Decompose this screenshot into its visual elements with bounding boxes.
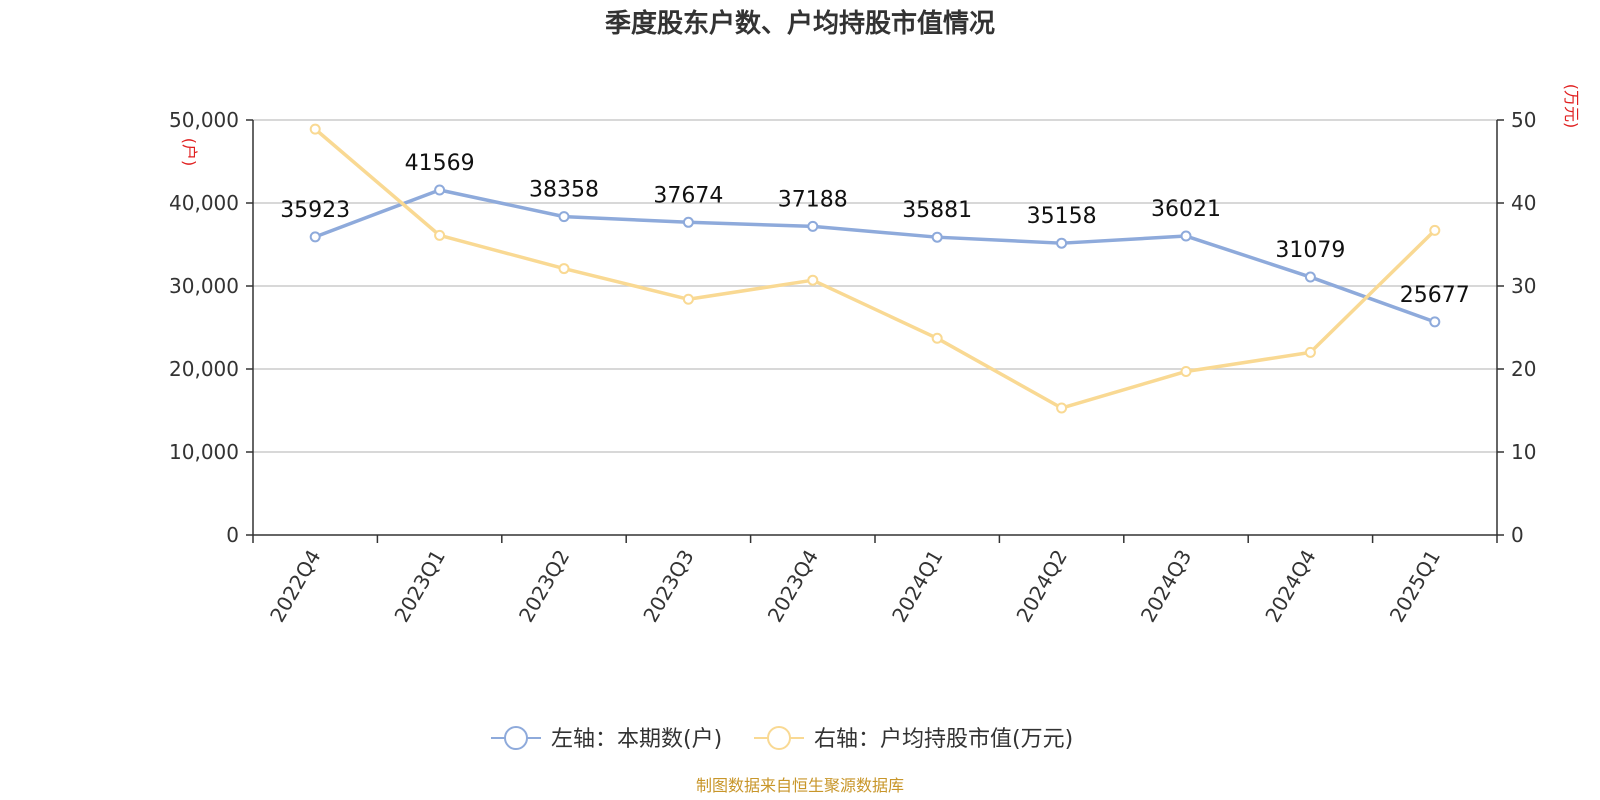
data-label: 31079 (1275, 238, 1345, 263)
series-points (309, 123, 1441, 414)
right-axis-tick-label: 10 (1511, 440, 1536, 464)
x-axis-tick-label: 2024Q4 (1260, 546, 1320, 627)
data-label: 41569 (405, 151, 475, 176)
legend-item-right-series[interactable]: 右轴：户均持股市值(万元) (754, 726, 1073, 752)
left-axis-tick-label: 50,000 (169, 108, 239, 132)
x-axis-tick-label: 2023Q2 (514, 546, 574, 627)
left-axis-tick-label: 20,000 (169, 357, 239, 381)
right-axis-tick-label: 20 (1511, 357, 1536, 381)
data-label: 37188 (778, 187, 848, 212)
legend-label-right-series: 右轴：户均持股市值(万元) (814, 727, 1073, 752)
legend[interactable]: 左轴：本期数(户) 右轴：户均持股市值(万元) (491, 726, 1073, 752)
left-axis-unit: (户) (180, 138, 199, 167)
data-label: 36021 (1151, 197, 1221, 222)
series-lines (314, 127, 1437, 410)
data-point-left[interactable] (1304, 271, 1316, 283)
series-line-right (314, 127, 1437, 410)
data-point-left[interactable] (1429, 316, 1441, 328)
right-axis-tick-label: 40 (1511, 191, 1536, 215)
data-point-left[interactable] (1180, 230, 1192, 242)
data-point-left[interactable] (682, 216, 694, 228)
data-point-right[interactable] (1304, 346, 1316, 358)
data-point-left[interactable] (309, 231, 321, 243)
data-point-right[interactable] (682, 293, 694, 305)
data-label: 35923 (280, 198, 350, 223)
data-point-left[interactable] (807, 220, 819, 232)
data-point-right[interactable] (434, 229, 446, 241)
data-point-right[interactable] (309, 123, 321, 135)
left-axis-tick-label: 0 (226, 523, 239, 547)
left-axis-tick-label: 40,000 (169, 191, 239, 215)
left-axis-tick-label: 10,000 (169, 440, 239, 464)
legend-marker-circle-icon (767, 726, 791, 750)
legend-label-left-series: 左轴：本期数(户) (551, 727, 722, 752)
left-axis-tick-label: 30,000 (169, 274, 239, 298)
data-label: 37674 (653, 183, 723, 208)
chart-title: 季度股东户数、户均持股市值情况 (605, 8, 995, 39)
right-axis-tick-label: 0 (1511, 523, 1524, 547)
x-axis-tick-label: 2023Q3 (638, 546, 698, 627)
right-axis-tick-label: 30 (1511, 274, 1536, 298)
data-point-left[interactable] (1056, 237, 1068, 249)
x-axis-tick-label: 2024Q3 (1136, 546, 1196, 627)
x-axis-tick-label: 2025Q1 (1385, 546, 1445, 627)
legend-marker-circle-icon (504, 726, 528, 750)
data-point-left[interactable] (434, 184, 446, 196)
right-axis-unit: (万元) (1562, 84, 1581, 129)
data-point-left[interactable] (558, 211, 570, 223)
grid (253, 119, 1497, 453)
legend-item-left-series[interactable]: 左轴：本期数(户) (491, 726, 722, 752)
data-label: 35158 (1027, 204, 1097, 229)
data-point-right[interactable] (931, 332, 943, 344)
data-point-right[interactable] (558, 263, 570, 275)
data-point-right[interactable] (1429, 224, 1441, 236)
x-axis-tick-label: 2023Q4 (763, 546, 823, 627)
data-label: 38358 (529, 178, 599, 203)
x-axis-tick-label: 2023Q1 (389, 546, 449, 627)
x-axis-tick-label: 2024Q2 (1011, 546, 1071, 627)
series-line-left (314, 188, 1436, 324)
axes: 0 10,000 20,000 30,000 40,000 50,000 0 10 20 30 40… (169, 108, 1536, 626)
source-note: 制图数据来自恒生聚源数据库 (696, 776, 904, 795)
right-axis-tick-label: 50 (1511, 108, 1536, 132)
x-axis-tick-label: 2022Q4 (265, 546, 325, 627)
data-point-right[interactable] (1056, 402, 1068, 414)
data-point-left[interactable] (931, 231, 943, 243)
data-point-right[interactable] (807, 274, 819, 286)
data-point-right[interactable] (1180, 365, 1192, 377)
data-label: 25677 (1400, 283, 1470, 308)
data-label: 35881 (902, 198, 972, 223)
data-labels: 35923 41569 38358 37674 37188 35881 35158 36021… (280, 151, 1470, 308)
x-axis-tick-label: 2024Q1 (887, 546, 947, 627)
